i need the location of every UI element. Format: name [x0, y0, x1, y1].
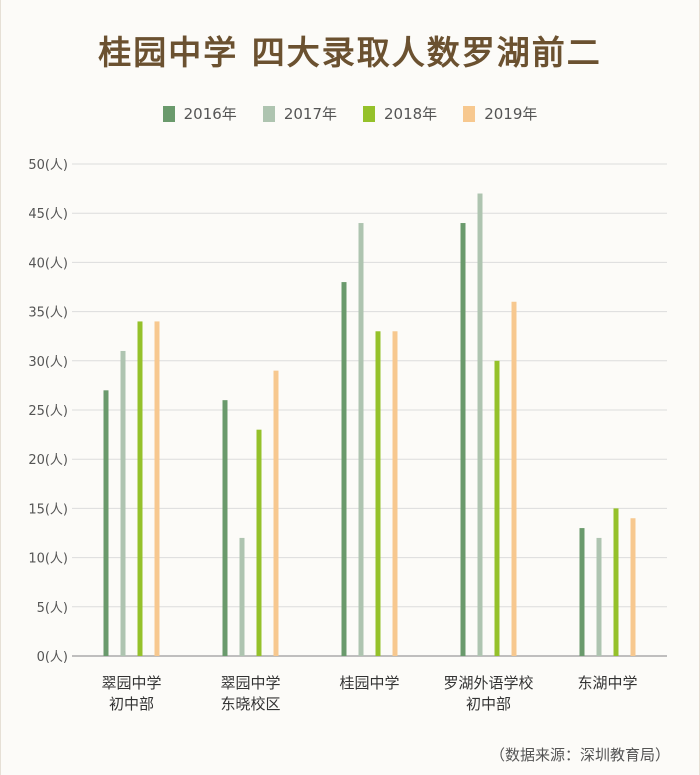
bar-2016年-1 [222, 400, 228, 656]
category-label: 桂园中学 [339, 674, 399, 692]
legend-label: 2017年 [283, 105, 337, 123]
bar-2019年-4 [630, 518, 636, 656]
legend-item-2: 2018年 [363, 103, 437, 124]
category-label: 东晓校区 [220, 695, 280, 713]
bar-2016年-2 [341, 282, 347, 656]
bar-2017年-4 [596, 537, 602, 656]
bar-2019年-3 [511, 301, 517, 656]
bar-chart: 0(人) 5(人) 10(人) 15(人) 20(人) 25(人) 30(人) 35(人) 40… [28, 158, 667, 713]
category-label: 初中部 [466, 695, 511, 713]
legend-label: 2016年 [183, 105, 237, 123]
legend-swatch [262, 105, 275, 122]
bar-2016年-3 [460, 223, 466, 657]
y-tick-label: 20(人) [28, 453, 68, 468]
y-tick-label: 0(人) [37, 650, 68, 665]
bar-2018年-0 [137, 321, 143, 656]
legend-item-0: 2016年 [162, 103, 237, 124]
y-tick-label: 50(人) [28, 158, 68, 173]
bar-2019年-1 [273, 370, 279, 656]
legend-label: 2018年 [384, 105, 438, 123]
bar-2017年-3 [477, 193, 483, 656]
chart-title: 桂园中学 四大录取人数罗湖前二 [98, 33, 602, 72]
bar-2018年-4 [613, 508, 619, 656]
y-tick-label: 45(人) [28, 207, 68, 222]
bar-2016年-4 [579, 528, 585, 656]
legend-item-1: 2017年 [262, 103, 337, 124]
legend-label: 2019年 [484, 105, 538, 123]
y-tick-label: 5(人) [37, 601, 68, 616]
category-label: 罗湖外语学校 [443, 674, 533, 692]
y-tick-label: 25(人) [28, 404, 68, 419]
category-label: 初中部 [109, 695, 154, 713]
y-tick-label: 15(人) [28, 502, 68, 517]
bar-2018年-3 [494, 360, 500, 656]
legend-swatch [463, 105, 476, 122]
legend-item-3: 2019年 [463, 103, 537, 124]
legend-swatch [162, 105, 175, 122]
bar-2019年-0 [154, 321, 160, 656]
bar-2018年-1 [256, 429, 262, 656]
bar-2018年-2 [375, 331, 381, 656]
category-label: 翠园中学 [220, 674, 280, 692]
y-tick-label: 30(人) [28, 355, 68, 370]
y-tick-label: 40(人) [28, 256, 68, 271]
bar-2017年-1 [239, 537, 245, 656]
bar-2017年-2 [358, 223, 364, 657]
bar-2019年-2 [392, 331, 398, 656]
legend-swatch [363, 105, 375, 122]
bar-2016年-0 [103, 390, 109, 656]
data-source-note: （数据来源：深圳教育局） [489, 746, 670, 764]
category-label: 东湖中学 [577, 674, 637, 692]
category-label: 翠园中学 [101, 674, 161, 692]
bar-2017年-0 [120, 350, 126, 656]
y-tick-label: 10(人) [28, 552, 68, 567]
y-tick-label: 35(人) [28, 306, 68, 321]
legend: 2016年 2017年 2018年 2019年 [0, 103, 700, 124]
